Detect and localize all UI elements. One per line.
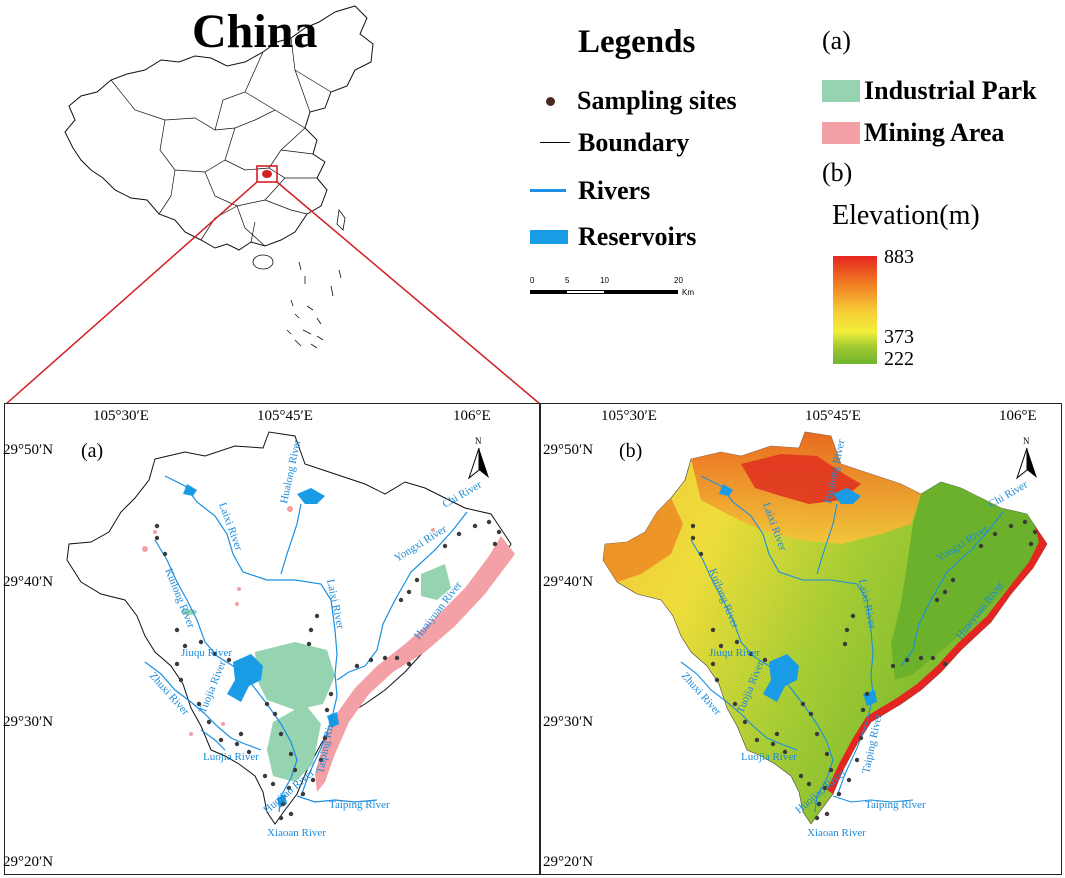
elevation-title: Elevation(m) bbox=[832, 200, 980, 231]
river-label: Chi River bbox=[987, 478, 1031, 510]
north-arrow-icon bbox=[467, 447, 489, 480]
panel-a-legend-tag: (a) bbox=[822, 26, 851, 55]
reservoirs bbox=[719, 484, 877, 706]
terrain-ridge bbox=[741, 454, 861, 504]
legend-industrial-park: Industrial Park bbox=[822, 76, 1037, 106]
scale-label: 0 bbox=[530, 276, 535, 285]
panel-a: 105°30′E 105°45′E 106°E 29°50′N 29°40′N … bbox=[3, 403, 540, 875]
legend-label: Reservoirs bbox=[578, 222, 697, 251]
sampling-sites bbox=[154, 519, 502, 821]
lon-label: 106°E bbox=[453, 408, 491, 424]
scale-label: 10 bbox=[600, 276, 609, 285]
lon-label: 105°45′E bbox=[257, 408, 313, 424]
zoom-lines bbox=[5, 181, 541, 405]
panel-b-legend-tag: (b) bbox=[822, 158, 853, 187]
mining-area bbox=[315, 536, 515, 792]
river-line-icon bbox=[530, 188, 566, 192]
hainan-island bbox=[252, 254, 274, 270]
lat-label: 29°50′N bbox=[543, 442, 594, 458]
river-label: Luojia River bbox=[203, 751, 259, 763]
north-label: N bbox=[1023, 436, 1030, 446]
reservoirs bbox=[183, 484, 339, 808]
legend-label: Industrial Park bbox=[864, 76, 1037, 105]
legend-boundary: Boundary bbox=[540, 128, 689, 158]
lat-label: 29°30′N bbox=[3, 714, 54, 730]
south-sea-islands bbox=[286, 261, 342, 349]
legend-label: Sampling sites bbox=[577, 86, 737, 115]
scale-label: 5 bbox=[565, 276, 570, 285]
lat-label: 29°50′N bbox=[3, 442, 54, 458]
legend-label: Rivers bbox=[578, 176, 651, 205]
boundary-line-icon bbox=[540, 141, 570, 143]
lat-label: 29°40′N bbox=[543, 574, 594, 590]
industrial-park-swatch-icon bbox=[822, 80, 860, 103]
scale-label: 20 bbox=[674, 276, 683, 285]
lat-label: 29°30′N bbox=[543, 714, 594, 730]
lon-label: 105°45′E bbox=[805, 408, 861, 424]
legend-title: Legends bbox=[578, 24, 696, 60]
river-label: Chi River bbox=[441, 478, 485, 510]
legend-rivers: Rivers bbox=[530, 176, 650, 206]
china-map bbox=[64, 5, 374, 349]
river-label: Jiuqu River bbox=[709, 647, 760, 659]
map-b: N Laixi River Hualong River Chi River Yo… bbox=[602, 431, 1048, 839]
lon-label: 106°E bbox=[999, 408, 1037, 424]
sampling-site-dot-icon bbox=[546, 96, 555, 106]
mining-area-swatch-icon bbox=[822, 122, 860, 145]
terrain-highland-west bbox=[603, 498, 683, 582]
terrain-lowland-east bbox=[891, 482, 1041, 680]
panel-tag: (b) bbox=[619, 440, 643, 462]
lat-label: 29°20′N bbox=[543, 854, 594, 870]
elevation-min: 222 bbox=[884, 348, 914, 370]
legend-sampling-sites: Sampling sites bbox=[540, 86, 737, 116]
river-label: Taiping River bbox=[865, 799, 926, 811]
scale-seg bbox=[530, 290, 567, 294]
lon-label: 105°30′E bbox=[601, 408, 657, 424]
panel-b: 105°30′E 105°45′E 106°E 29°50′N 29°40′N … bbox=[540, 403, 1062, 875]
legend-label: Mining Area bbox=[864, 118, 1005, 147]
province-boundaries bbox=[110, 37, 332, 247]
river-label: Xiaoan River bbox=[267, 827, 326, 839]
river-label: Luojia River bbox=[741, 751, 797, 763]
lon-label: 105°30′E bbox=[93, 408, 149, 424]
taiwan bbox=[336, 208, 346, 231]
china-label: China bbox=[192, 5, 318, 58]
north-label: N bbox=[475, 436, 482, 446]
reservoir-rect-icon bbox=[530, 230, 568, 245]
north-arrow-icon bbox=[1015, 447, 1037, 480]
river-label: Xiaoan River bbox=[807, 827, 866, 839]
elevation-colorbar bbox=[833, 256, 877, 364]
scale-unit: Km bbox=[682, 288, 694, 297]
study-area-box bbox=[256, 165, 278, 183]
legend-label: Boundary bbox=[578, 128, 690, 157]
map-a: N Laixi River Hualong River Chi River Yo… bbox=[66, 431, 515, 839]
river-label: Taiping River bbox=[329, 799, 390, 811]
lat-label: 29°40′N bbox=[3, 574, 54, 590]
elevation-max: 883 bbox=[884, 246, 914, 268]
elevation-mid: 373 bbox=[884, 326, 914, 348]
sampling-sites bbox=[690, 519, 1038, 821]
scale-seg bbox=[604, 290, 678, 294]
study-area-fill bbox=[262, 170, 272, 178]
legend-reservoirs: Reservoirs bbox=[530, 222, 696, 252]
lat-label: 29°20′N bbox=[3, 854, 54, 870]
panel-tag: (a) bbox=[81, 440, 104, 462]
river-label: Jiuqu River bbox=[181, 647, 232, 659]
legend-mining-area: Mining Area bbox=[822, 118, 1004, 148]
